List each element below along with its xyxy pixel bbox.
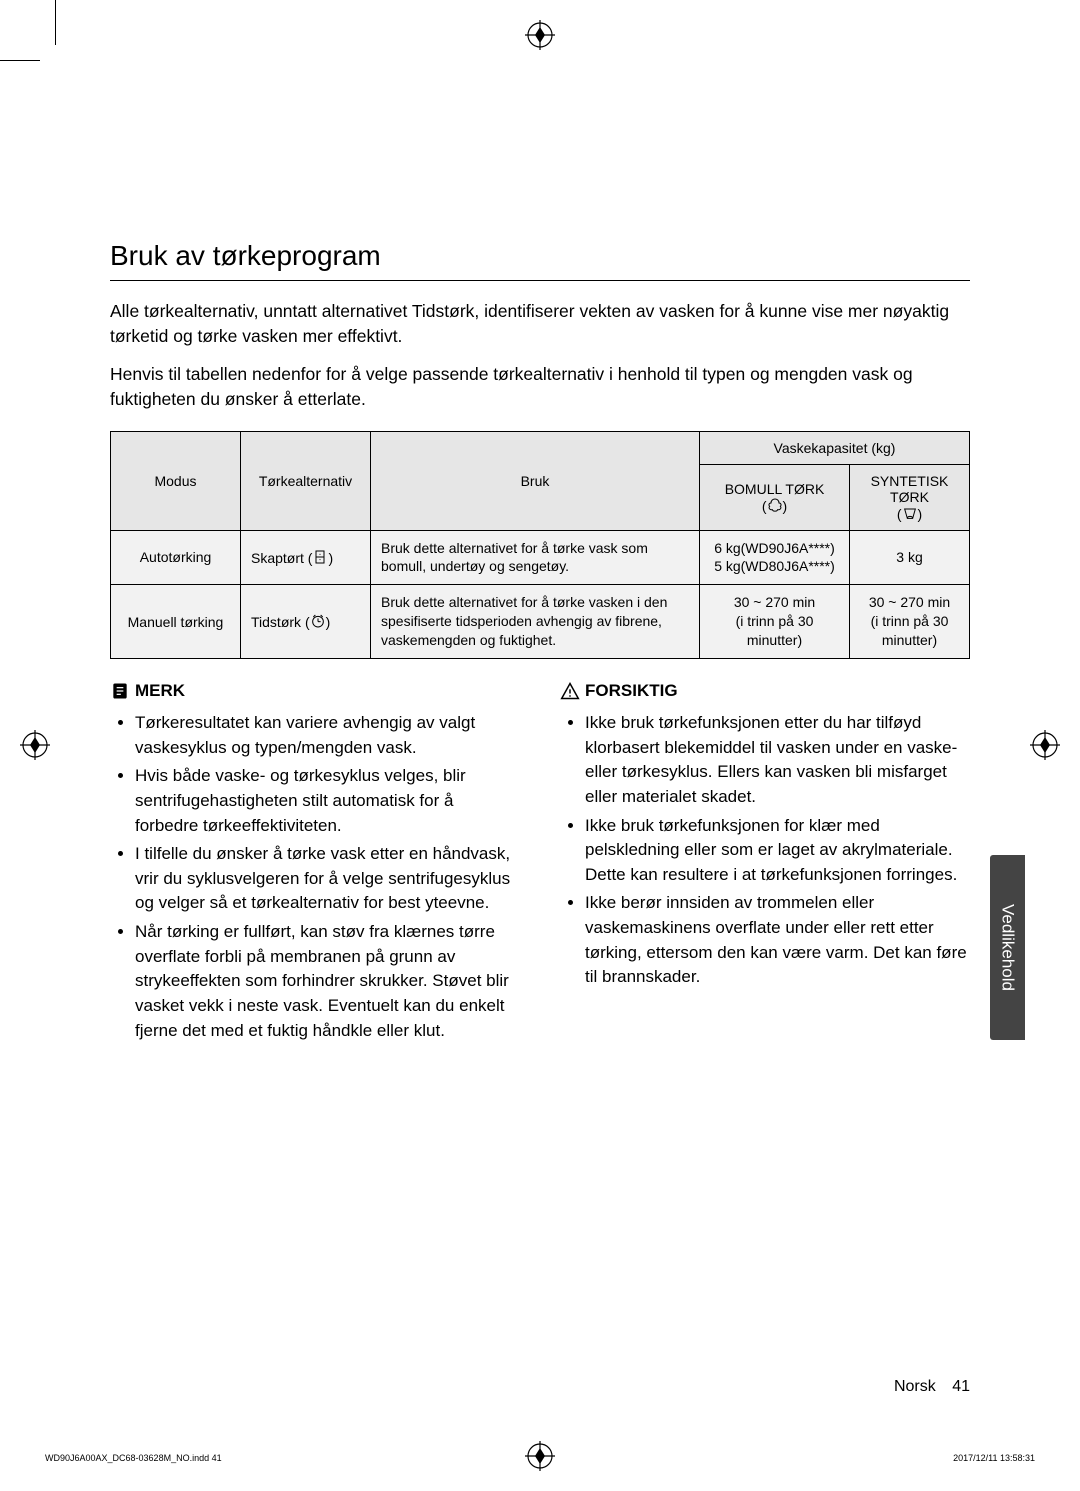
- cell-bruk: Bruk dette alternativet for å tørke vask…: [371, 530, 700, 585]
- footer-pagenum: 41: [952, 1378, 970, 1395]
- cell-synt: 3 kg: [850, 530, 970, 585]
- print-footer-right: 2017/12/11 13:58:31: [953, 1453, 1035, 1463]
- list-item: Ikke berør innsiden av trommelen eller v…: [585, 891, 970, 990]
- th-modus: Modus: [111, 431, 241, 530]
- merk-column: MERK Tørkeresultatet kan variere avhengi…: [110, 681, 520, 1047]
- registration-mark-top: [525, 20, 555, 50]
- cell-alt-label: Tidstørk: [251, 614, 301, 630]
- th-capacity: Vaskekapasitet (kg): [700, 431, 970, 464]
- list-item: Tørkeresultatet kan variere avhengig av …: [135, 711, 520, 760]
- cell-bruk: Bruk dette alternativet for å tørke vask…: [371, 585, 700, 659]
- list-item: Ikke bruk tørkefunksjonen etter du har t…: [585, 711, 970, 810]
- intro-paragraph-2: Henvis til tabellen nedenfor for å velge…: [110, 362, 970, 413]
- clock-icon: (): [305, 614, 330, 630]
- list-item: Hvis både vaske- og tørkesyklus velges, …: [135, 764, 520, 838]
- cell-alt: Tidstørk (): [241, 585, 371, 659]
- th-alt: Tørkealternativ: [241, 431, 371, 530]
- intro-paragraph-1: Alle tørkealternativ, unntatt alternativ…: [110, 299, 970, 350]
- merk-header: MERK: [110, 681, 520, 701]
- th-syntetisk-label: SYNTETISK TØRK: [871, 473, 949, 505]
- cell-modus: Manuell tørking: [111, 585, 241, 659]
- cell-modus: Autotørking: [111, 530, 241, 585]
- side-tab: Vedlikehold: [990, 855, 1025, 1040]
- warning-icon: [560, 681, 580, 701]
- merk-list: Tørkeresultatet kan variere avhengig av …: [110, 711, 520, 1043]
- table-row: Manuell tørking Tidstørk () Bruk dette a…: [111, 585, 970, 659]
- list-item: Ikke bruk tørkefunksjonen for klær med p…: [585, 814, 970, 888]
- cabinet-icon: (): [308, 550, 333, 566]
- list-item: I tilfelle du ønsker å tørke vask etter …: [135, 842, 520, 916]
- forsiktig-column: FORSIKTIG Ikke bruk tørkefunksjonen ette…: [560, 681, 970, 1047]
- footer-lang: Norsk: [894, 1378, 936, 1395]
- registration-mark-right: [1030, 730, 1060, 760]
- cell-bomull: 30 ~ 270 min (i trinn på 30 minutter): [700, 585, 850, 659]
- crop-mark: [0, 60, 40, 61]
- cell-alt: Skaptørt (): [241, 530, 371, 585]
- th-bomull: BOMULL TØRK (): [700, 464, 850, 530]
- bomull-icon: (): [762, 498, 787, 514]
- th-bomull-label: BOMULL TØRK: [725, 481, 825, 497]
- crop-mark: [55, 0, 56, 45]
- forsiktig-list: Ikke bruk tørkefunksjonen etter du har t…: [560, 711, 970, 990]
- registration-mark-bottom: [525, 1441, 555, 1471]
- section-title: Bruk av tørkeprogram: [110, 240, 970, 281]
- registration-mark-left: [20, 730, 50, 760]
- footer: Norsk 41: [894, 1378, 970, 1396]
- forsiktig-header: FORSIKTIG: [560, 681, 970, 701]
- note-icon: [110, 681, 130, 701]
- syntetisk-icon: (): [897, 506, 922, 522]
- cell-alt-label: Skaptørt: [251, 550, 304, 566]
- cell-bomull: 6 kg(WD90J6A****) 5 kg(WD80J6A****): [700, 530, 850, 585]
- th-bruk: Bruk: [371, 431, 700, 530]
- forsiktig-title: FORSIKTIG: [585, 681, 678, 701]
- cell-synt: 30 ~ 270 min (i trinn på 30 minutter): [850, 585, 970, 659]
- table-row: Autotørking Skaptørt () Bruk dette alter…: [111, 530, 970, 585]
- dry-program-table: Modus Tørkealternativ Bruk Vaskekapasite…: [110, 431, 970, 659]
- th-syntetisk: SYNTETISK TØRK (): [850, 464, 970, 530]
- print-footer-left: WD90J6A00AX_DC68-03628M_NO.indd 41: [45, 1453, 222, 1463]
- list-item: Når tørking er fullført, kan støv fra kl…: [135, 920, 520, 1043]
- merk-title: MERK: [135, 681, 185, 701]
